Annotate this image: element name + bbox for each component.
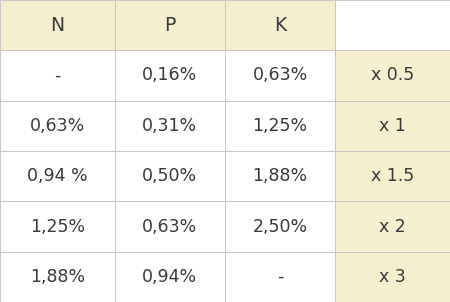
Bar	[335, 201, 450, 252]
Bar	[335, 0, 450, 50]
Text: 2,50%: 2,50%	[252, 217, 308, 236]
Text: 0,50%: 0,50%	[142, 167, 198, 185]
Bar	[115, 0, 225, 50]
Bar	[225, 0, 335, 50]
Text: x 3: x 3	[379, 268, 406, 286]
Text: 1,25%: 1,25%	[30, 217, 85, 236]
Bar	[335, 101, 450, 151]
Text: x 1.5: x 1.5	[371, 167, 414, 185]
Bar	[115, 252, 225, 302]
Text: 0,63%: 0,63%	[30, 117, 85, 135]
Bar	[115, 50, 225, 101]
Bar	[0, 101, 115, 151]
Text: -: -	[277, 268, 284, 286]
Text: x 2: x 2	[379, 217, 406, 236]
Text: 0,31%: 0,31%	[142, 117, 198, 135]
Bar	[225, 101, 335, 151]
Text: -: -	[54, 66, 61, 85]
Bar	[335, 50, 450, 101]
Bar	[0, 151, 115, 201]
Bar	[335, 151, 450, 201]
Text: 0,94 %: 0,94 %	[27, 167, 88, 185]
Bar	[115, 101, 225, 151]
Text: x 0.5: x 0.5	[371, 66, 414, 85]
Bar	[115, 201, 225, 252]
Bar	[0, 252, 115, 302]
Bar	[225, 252, 335, 302]
Text: 1,25%: 1,25%	[252, 117, 308, 135]
Text: x 1: x 1	[379, 117, 406, 135]
Bar	[0, 50, 115, 101]
Text: 0,63%: 0,63%	[252, 66, 308, 85]
Bar	[225, 50, 335, 101]
Text: K: K	[274, 16, 286, 35]
Text: 0,63%: 0,63%	[142, 217, 198, 236]
Text: 1,88%: 1,88%	[30, 268, 85, 286]
Bar	[0, 0, 115, 50]
Text: P: P	[164, 16, 176, 35]
Bar	[225, 151, 335, 201]
Text: 0,94%: 0,94%	[142, 268, 198, 286]
Text: N: N	[50, 16, 64, 35]
Bar	[225, 201, 335, 252]
Text: 1,88%: 1,88%	[252, 167, 308, 185]
Text: 0,16%: 0,16%	[142, 66, 198, 85]
Bar	[335, 252, 450, 302]
Bar	[115, 151, 225, 201]
Bar	[0, 201, 115, 252]
